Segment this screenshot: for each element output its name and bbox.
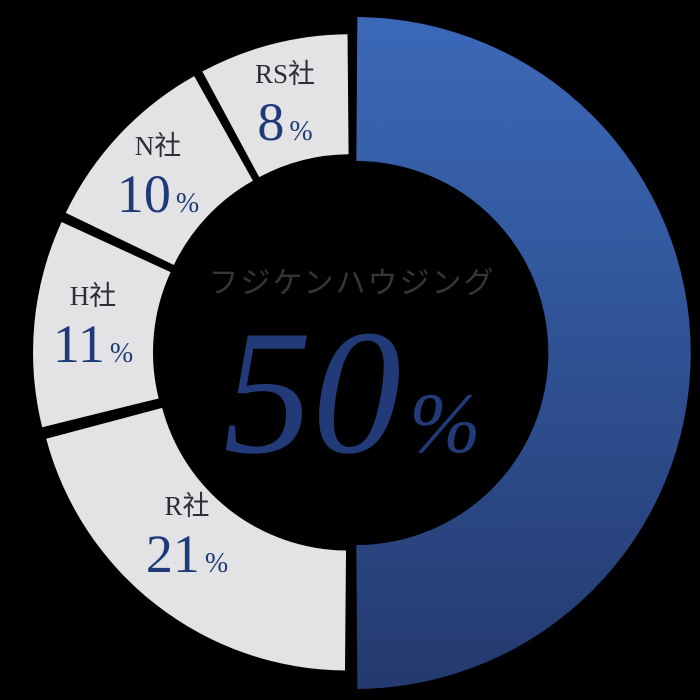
segment-name: R社 [164, 490, 210, 521]
segment-value: 11% [52, 314, 134, 375]
segment-label-n: N社 10% [117, 131, 199, 221]
segment-label-h: H社 11% [53, 281, 133, 371]
percent-sign: % [409, 375, 481, 471]
segment-value: 21% [145, 524, 229, 585]
percent-sign: % [289, 116, 313, 148]
percent-sign: % [109, 338, 134, 370]
segment-name: N社 [134, 130, 182, 161]
segment-name: H社 [69, 280, 117, 311]
donut-segment-RS社 [202, 34, 349, 178]
segment-label-rs: RS社 8% [255, 59, 315, 149]
segment-name: RS社 [254, 58, 316, 89]
center-share-number: 50 [223, 293, 402, 491]
percent-sign: % [204, 548, 229, 580]
donut-segment-H社 [33, 221, 171, 428]
donut-segment-R社 [46, 407, 347, 671]
segment-label-r: R社 21% [146, 491, 228, 581]
percent-sign: % [175, 188, 200, 220]
donut-segment-N社 [65, 76, 253, 265]
segment-value: 8% [257, 92, 313, 153]
center-share-value: 50% [223, 303, 481, 481]
donut-segment-highlight [356, 17, 691, 689]
center-company-label: フジケンハウジング [208, 267, 496, 300]
segment-value: 10% [116, 164, 200, 225]
